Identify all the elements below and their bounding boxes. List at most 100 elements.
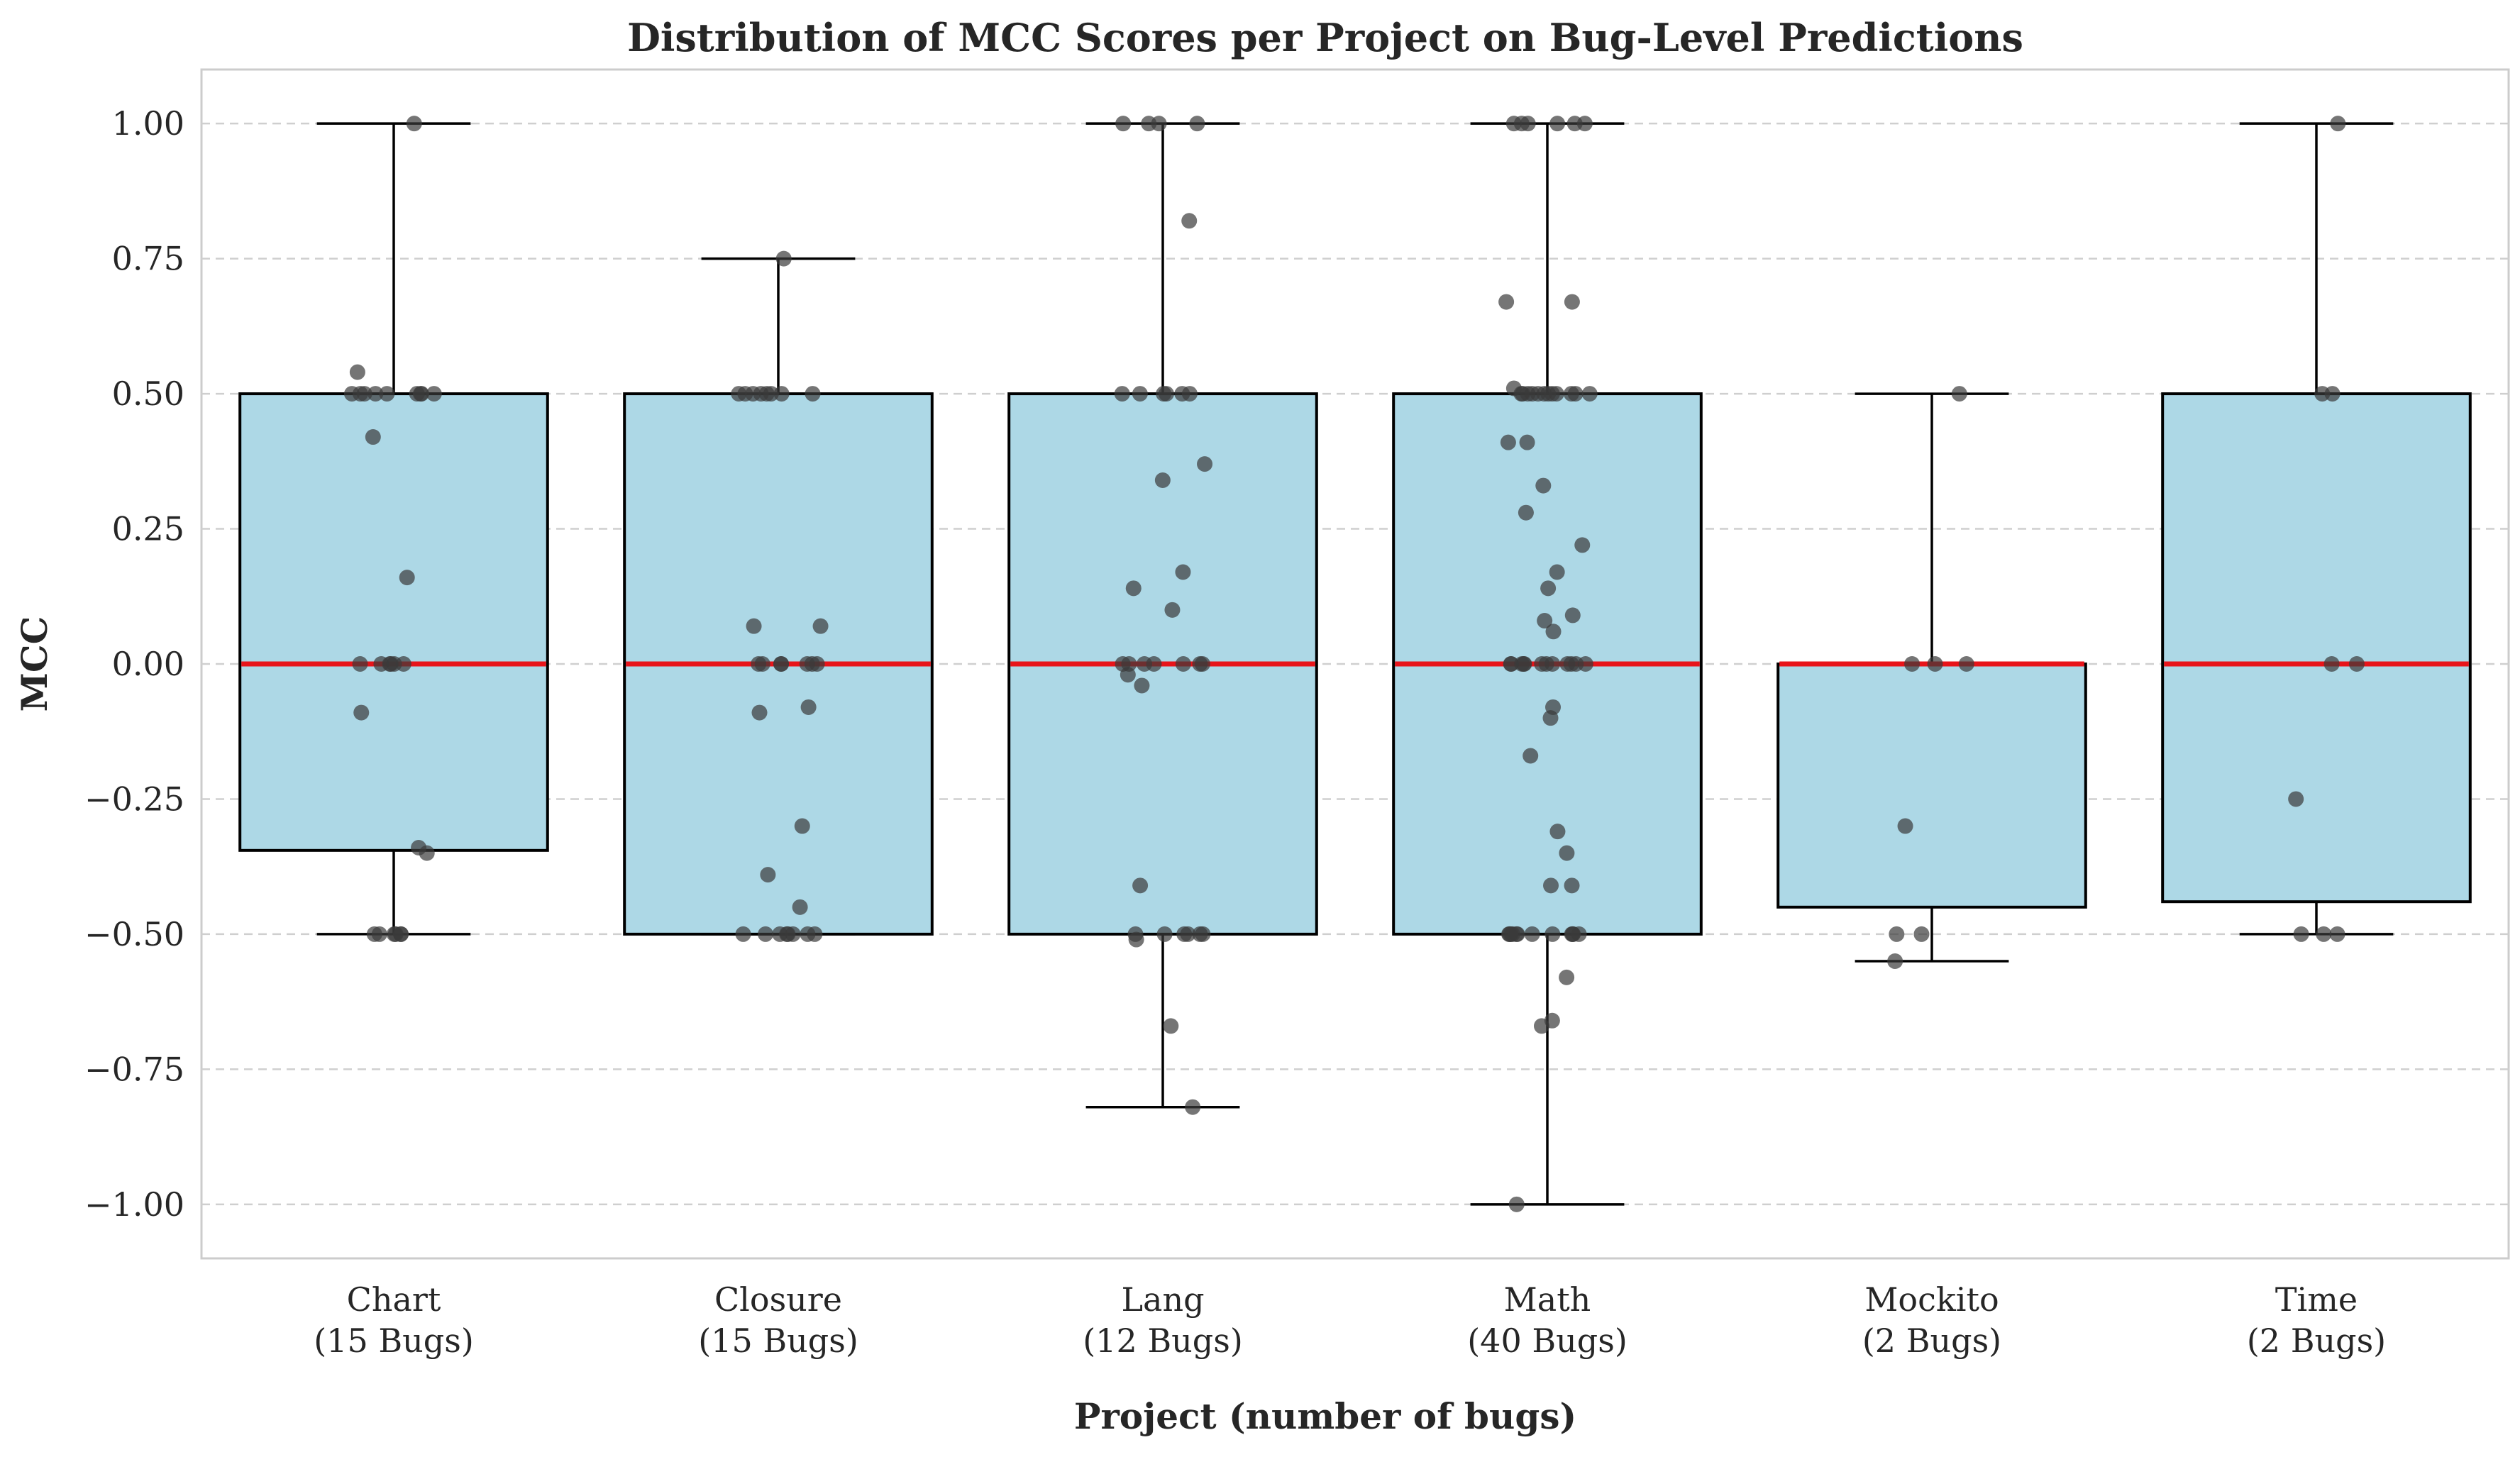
data-point bbox=[1913, 926, 1930, 942]
data-point bbox=[2288, 791, 2304, 807]
data-point bbox=[1537, 613, 1553, 629]
data-point bbox=[1114, 386, 1130, 402]
data-point bbox=[2323, 656, 2340, 672]
data-point bbox=[800, 699, 817, 715]
data-point bbox=[1197, 456, 1213, 472]
y-tick-label: −0.50 bbox=[84, 915, 184, 953]
x-tick-label: Closure bbox=[714, 1280, 842, 1319]
data-point bbox=[1563, 386, 1579, 402]
data-point bbox=[1498, 294, 1515, 310]
data-point bbox=[1146, 656, 1162, 672]
data-point bbox=[1125, 580, 1142, 597]
data-point bbox=[1533, 1018, 1549, 1034]
x-tick-count-label: (15 Bugs) bbox=[314, 1322, 474, 1360]
data-point bbox=[1180, 926, 1196, 942]
data-point bbox=[799, 656, 815, 672]
data-point bbox=[1887, 953, 1903, 969]
data-point bbox=[409, 386, 425, 402]
data-point bbox=[1543, 877, 1559, 894]
data-point bbox=[1141, 116, 1157, 132]
y-tick-labels: 1.00 0.75 0.50 0.25 0.00 −0.25 −0.50 −0.75 −1.00 bbox=[84, 104, 184, 1224]
data-point bbox=[1175, 656, 1191, 672]
strip-points bbox=[343, 116, 2365, 1212]
data-point bbox=[387, 926, 404, 942]
data-point bbox=[368, 386, 384, 402]
data-point bbox=[1565, 926, 1581, 942]
chart-title: Distribution of MCC Scores per Project o… bbox=[627, 15, 2023, 60]
data-point bbox=[1958, 656, 1974, 672]
gridlines bbox=[201, 122, 2509, 1206]
x-tick-label: Chart bbox=[347, 1280, 441, 1319]
data-point bbox=[343, 386, 360, 402]
data-point bbox=[1164, 602, 1181, 618]
data-point bbox=[785, 926, 801, 942]
data-point bbox=[1549, 116, 1566, 132]
data-point bbox=[763, 386, 779, 402]
data-point bbox=[1897, 818, 1913, 834]
x-tick-count-label: (15 Bugs) bbox=[698, 1322, 858, 1360]
data-point bbox=[1156, 926, 1173, 942]
data-point bbox=[1513, 116, 1530, 132]
data-point bbox=[1115, 116, 1132, 132]
data-point bbox=[1163, 1018, 1179, 1034]
data-point bbox=[746, 618, 762, 634]
points-mockito bbox=[1887, 386, 1974, 969]
data-point bbox=[379, 386, 395, 402]
data-point bbox=[1156, 386, 1172, 402]
data-point bbox=[773, 656, 790, 672]
data-point bbox=[1500, 434, 1516, 450]
data-point bbox=[805, 386, 821, 402]
x-tick-label: Math bbox=[1504, 1280, 1591, 1319]
data-point bbox=[1128, 931, 1144, 948]
data-point bbox=[349, 364, 365, 380]
y-axis-label: MCC bbox=[13, 616, 55, 712]
data-point bbox=[2330, 116, 2346, 132]
data-point bbox=[794, 818, 810, 834]
box-iqr bbox=[2161, 392, 2472, 904]
data-point bbox=[1518, 504, 1534, 521]
data-point bbox=[2348, 656, 2365, 672]
data-point bbox=[1120, 667, 1136, 683]
box-chart bbox=[238, 122, 549, 936]
data-point bbox=[426, 386, 442, 402]
x-axis-label: Project (number of bugs) bbox=[1074, 1395, 1576, 1437]
data-point bbox=[406, 116, 422, 132]
data-point bbox=[1564, 607, 1581, 624]
data-point bbox=[1503, 656, 1519, 672]
data-point bbox=[1515, 656, 1532, 672]
data-point bbox=[1535, 477, 1552, 494]
x-tick-count-label: (2 Bugs) bbox=[2247, 1322, 2386, 1360]
box-lang bbox=[1007, 122, 1318, 1109]
data-point bbox=[1538, 656, 1554, 672]
data-point bbox=[1524, 926, 1540, 942]
x-tick-labels: Chart(15 Bugs)Closure(15 Bugs)Lang(12 Bu… bbox=[314, 1280, 2386, 1360]
data-point bbox=[792, 899, 808, 915]
data-point bbox=[731, 386, 747, 402]
data-point bbox=[1540, 580, 1557, 597]
data-point bbox=[1951, 386, 1967, 402]
data-point bbox=[1508, 1196, 1525, 1212]
data-point bbox=[366, 926, 382, 942]
data-point bbox=[1132, 877, 1149, 894]
data-point bbox=[1181, 213, 1198, 229]
box-iqr bbox=[1776, 663, 2087, 909]
data-point bbox=[1544, 926, 1561, 942]
box-time bbox=[2161, 122, 2472, 936]
data-point bbox=[1195, 926, 1211, 942]
data-point bbox=[419, 845, 435, 861]
data-point bbox=[754, 656, 770, 672]
data-point bbox=[1542, 710, 1559, 726]
data-point bbox=[1522, 748, 1539, 764]
points-closure bbox=[731, 250, 829, 942]
data-point bbox=[1132, 386, 1148, 402]
x-tick-count-label: (2 Bugs) bbox=[1862, 1322, 2001, 1360]
points-time bbox=[2288, 116, 2365, 942]
x-tick-label: Time bbox=[2275, 1280, 2358, 1319]
data-point bbox=[775, 250, 792, 267]
data-point bbox=[1174, 386, 1190, 402]
data-point bbox=[382, 656, 399, 672]
points-lang bbox=[1114, 116, 1213, 1115]
data-point bbox=[352, 656, 368, 672]
data-point bbox=[1574, 537, 1591, 553]
x-tick-count-label: (12 Bugs) bbox=[1083, 1322, 1243, 1360]
